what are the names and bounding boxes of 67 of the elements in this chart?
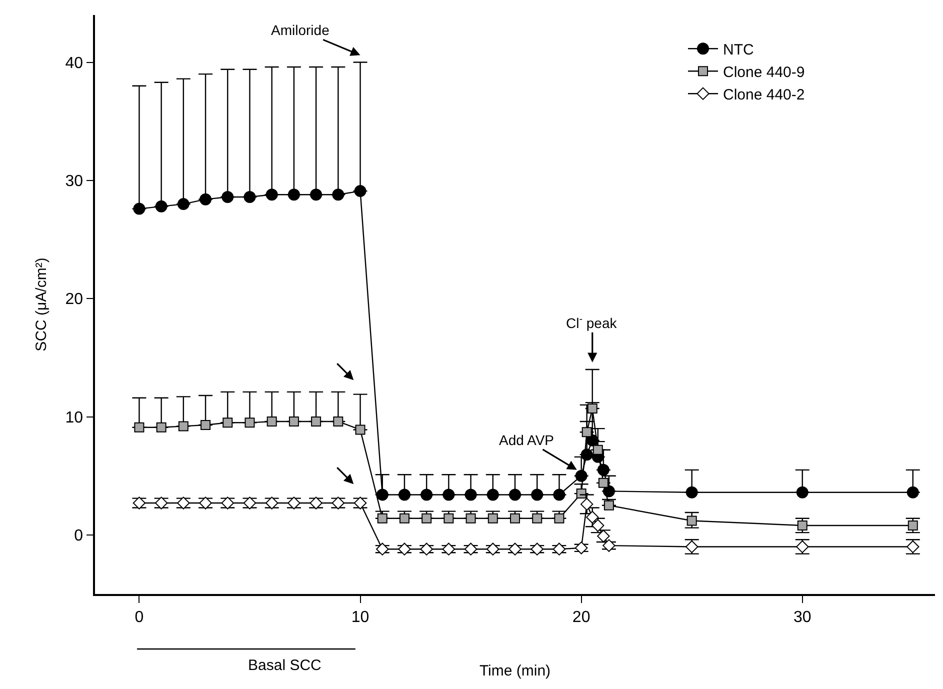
point xyxy=(531,488,544,501)
x-tick-label: 0 xyxy=(134,608,144,626)
point xyxy=(509,488,521,501)
text: Basal SCC xyxy=(248,657,322,674)
y-tick-label: 40 xyxy=(65,54,84,72)
point xyxy=(266,416,277,426)
point xyxy=(582,427,592,438)
point xyxy=(598,478,608,488)
legend-label: Clone 440-2 xyxy=(723,86,805,104)
x-tick-label: 20 xyxy=(572,608,590,626)
point xyxy=(178,421,188,432)
point xyxy=(422,513,432,524)
annotation: Add AVP xyxy=(499,432,554,448)
x-axis-title: Time (min) xyxy=(479,662,551,680)
point xyxy=(597,464,610,476)
y-tick-label: 0 xyxy=(74,528,84,545)
point xyxy=(906,486,919,498)
point xyxy=(796,486,808,498)
point xyxy=(376,488,388,501)
point xyxy=(310,188,322,201)
point xyxy=(177,198,190,210)
point xyxy=(377,513,388,524)
point xyxy=(398,488,410,501)
point xyxy=(553,488,566,501)
annotation: Cl$^{-}$ peak xyxy=(566,314,618,331)
point xyxy=(587,403,598,414)
point xyxy=(134,422,144,432)
point xyxy=(486,488,499,501)
x-tick-label: 30 xyxy=(793,608,812,626)
point xyxy=(488,513,498,524)
point xyxy=(155,200,168,212)
point xyxy=(222,190,234,203)
x-tick-label: 10 xyxy=(351,608,370,626)
point xyxy=(133,202,146,215)
y-tick-label: 20 xyxy=(65,291,84,308)
point xyxy=(355,424,366,435)
point xyxy=(244,190,256,203)
point xyxy=(266,188,278,201)
point xyxy=(464,488,477,501)
point xyxy=(222,418,233,428)
point xyxy=(554,513,564,524)
point xyxy=(354,185,366,198)
legend-label: Clone 440-9 xyxy=(723,64,805,81)
point xyxy=(399,513,410,524)
point xyxy=(333,416,344,426)
point xyxy=(532,513,542,524)
point xyxy=(288,188,300,201)
point xyxy=(332,188,344,201)
point xyxy=(420,488,433,501)
point xyxy=(311,416,322,426)
y-tick-label: 10 xyxy=(65,409,84,426)
point xyxy=(200,420,211,430)
annotation: Amiloride xyxy=(271,22,330,38)
point xyxy=(156,422,166,432)
point xyxy=(686,486,698,498)
point xyxy=(510,513,520,524)
point xyxy=(444,513,454,524)
point xyxy=(592,444,603,455)
point xyxy=(442,488,455,501)
point xyxy=(466,513,476,524)
y-axis-title: SCC (μA/cm²) xyxy=(33,258,50,352)
legend-label: NTC xyxy=(723,41,754,58)
y-tick-label: 30 xyxy=(65,173,84,190)
point xyxy=(604,500,614,510)
point xyxy=(244,418,255,428)
point xyxy=(200,193,212,206)
point xyxy=(288,416,299,426)
